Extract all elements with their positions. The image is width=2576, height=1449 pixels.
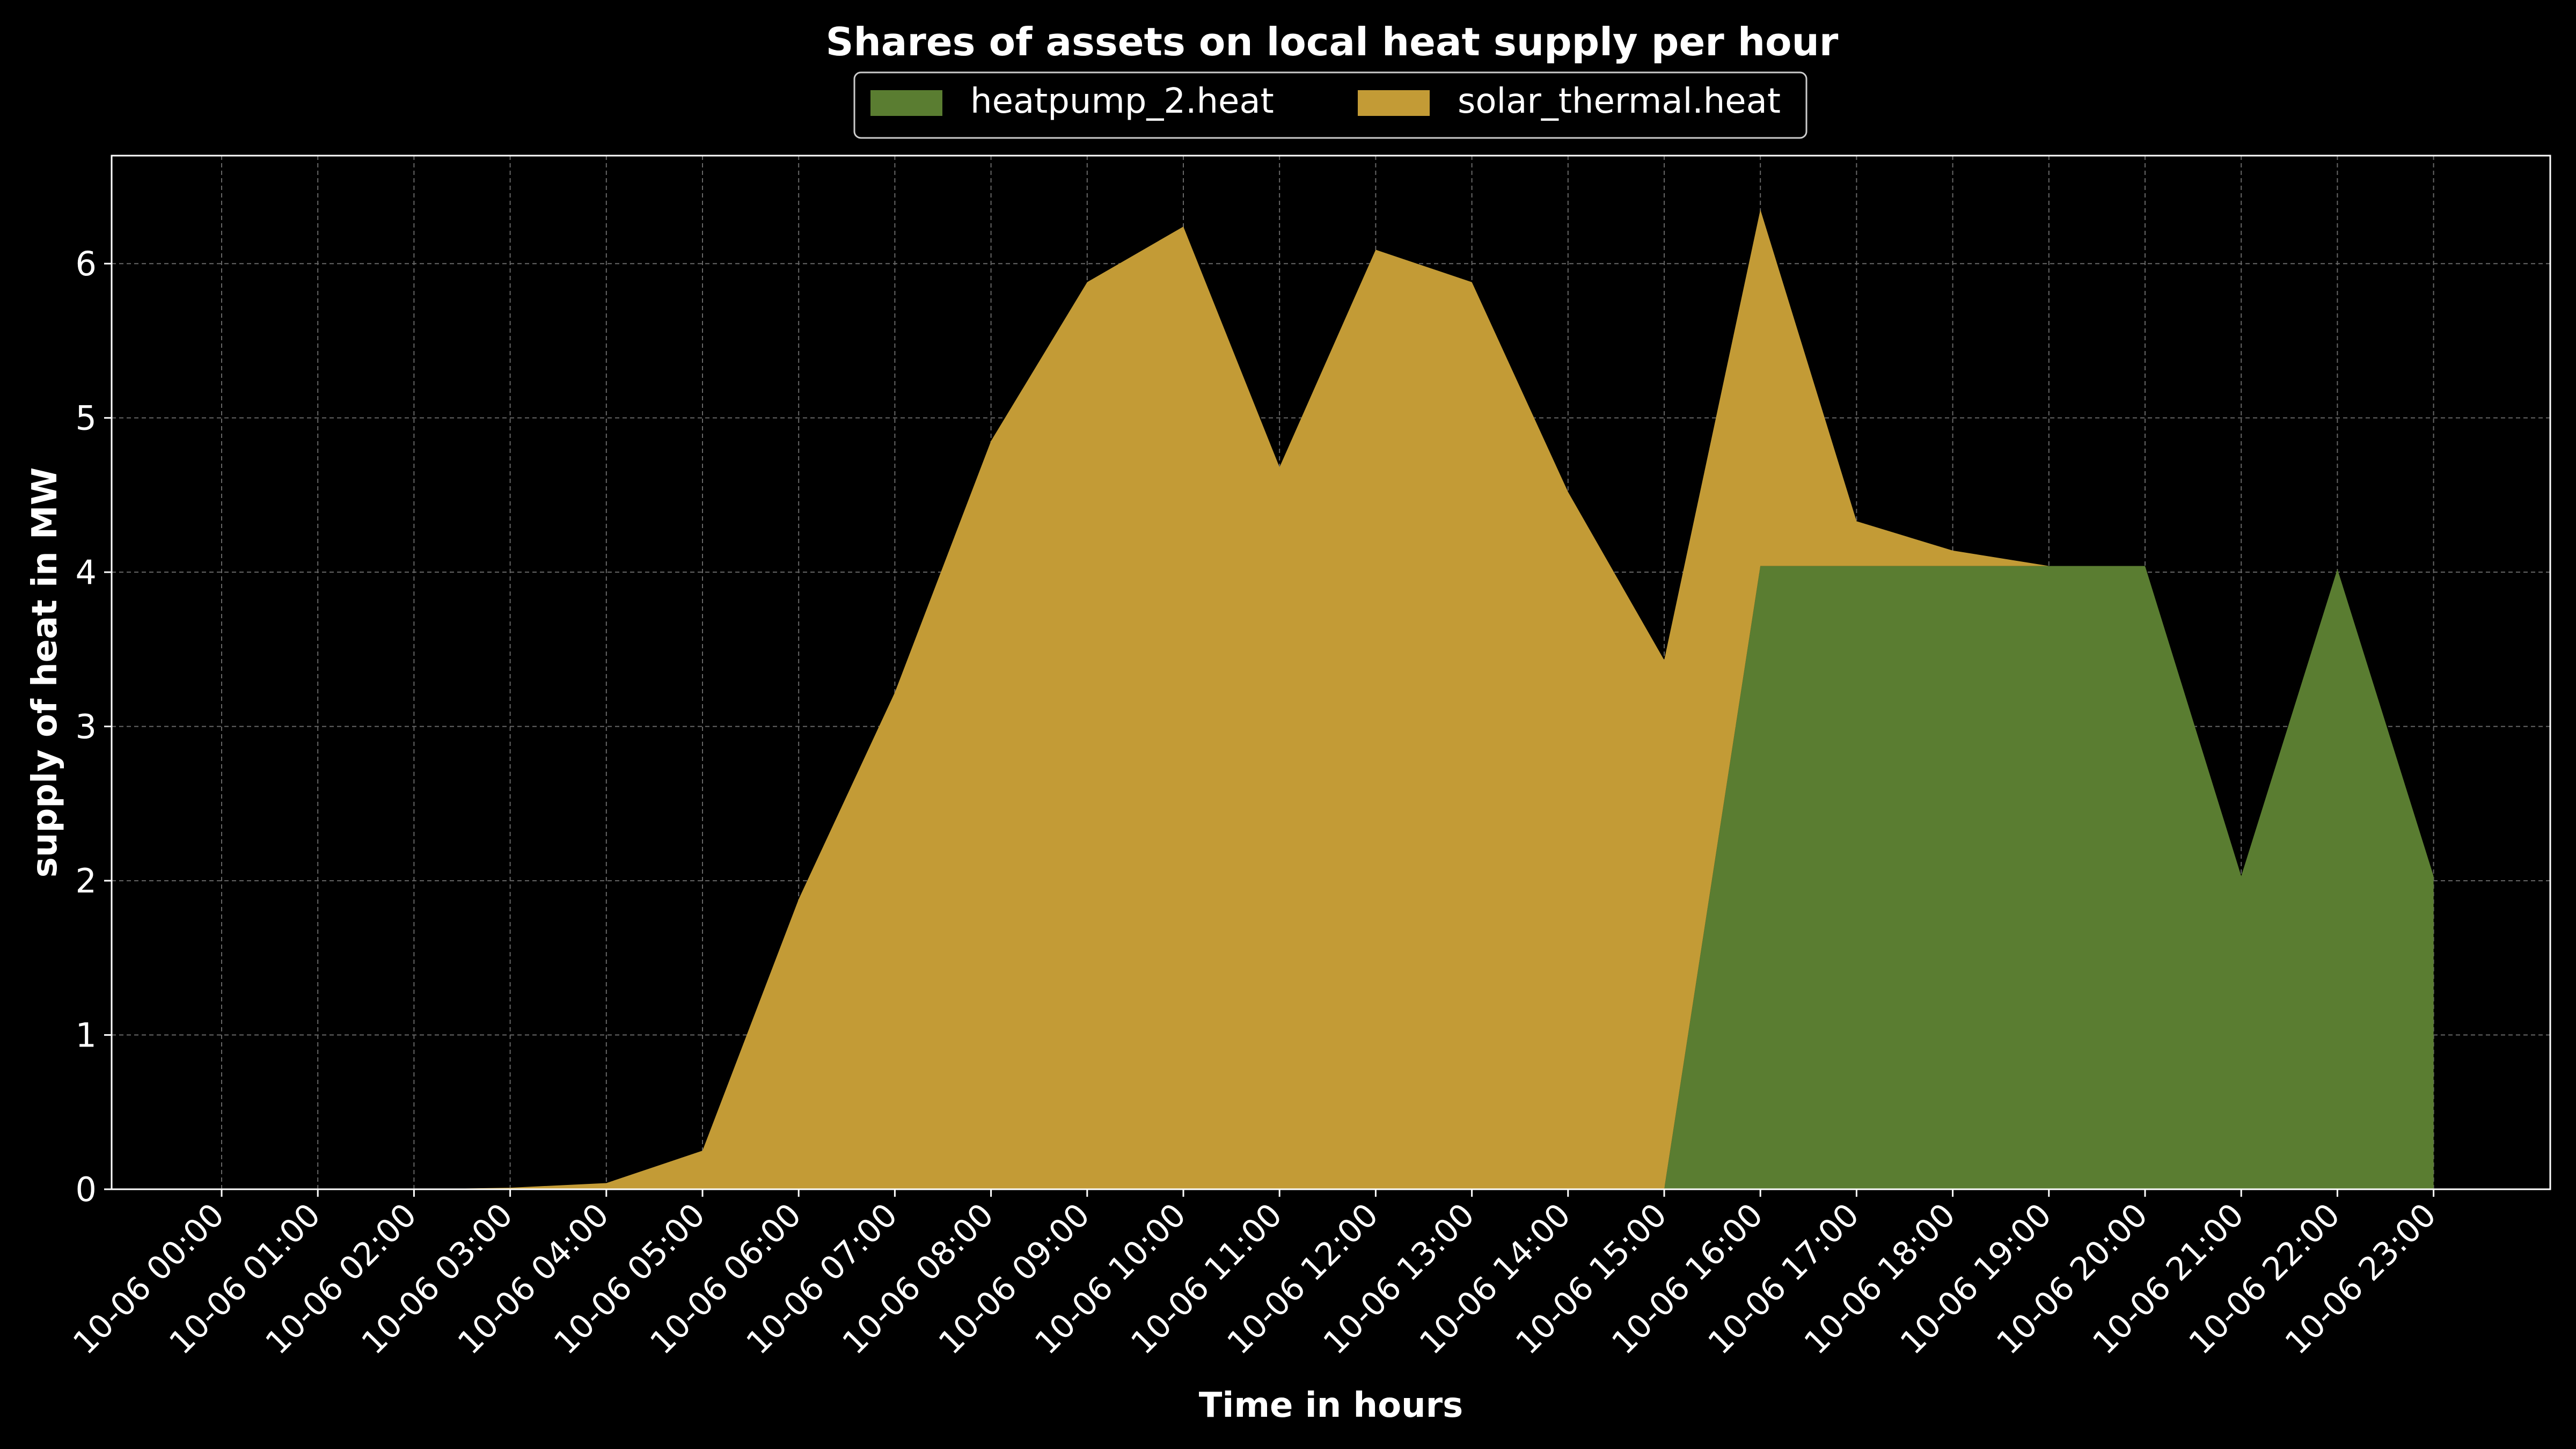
legend-label-heatpump: heatpump_2.heat <box>970 82 1274 121</box>
y-tick-label: 0 <box>76 1170 97 1209</box>
legend-frame <box>853 71 1807 139</box>
y-axis-label: supply of heat in MW <box>25 467 65 877</box>
chart-title: Shares of assets on local heat supply pe… <box>826 19 1839 64</box>
y-tick-label: 3 <box>76 707 97 747</box>
area-heatpump-2-heat <box>222 566 2434 1189</box>
y-axis: 0 1 2 3 4 5 6 <box>76 244 112 1209</box>
legend-label-solar-thermal: solar_thermal.heat <box>1458 82 1781 121</box>
y-tick-label: 4 <box>76 553 97 592</box>
y-tick-label: 2 <box>76 861 97 901</box>
x-axis-label: Time in hours <box>1199 1386 1463 1425</box>
plot-areas <box>222 209 2434 1189</box>
legend-swatch-solar-thermal <box>1358 90 1430 116</box>
area-solar-thermal-heat <box>222 209 2434 1189</box>
legend: heatpump_2.heat solar_thermal.heat <box>853 71 1807 139</box>
plot-frame <box>111 155 2551 1190</box>
y-tick-label: 1 <box>76 1016 97 1055</box>
y-tick-label: 6 <box>76 244 97 283</box>
y-tick-label: 5 <box>76 399 97 438</box>
legend-swatch-heatpump <box>870 90 942 116</box>
